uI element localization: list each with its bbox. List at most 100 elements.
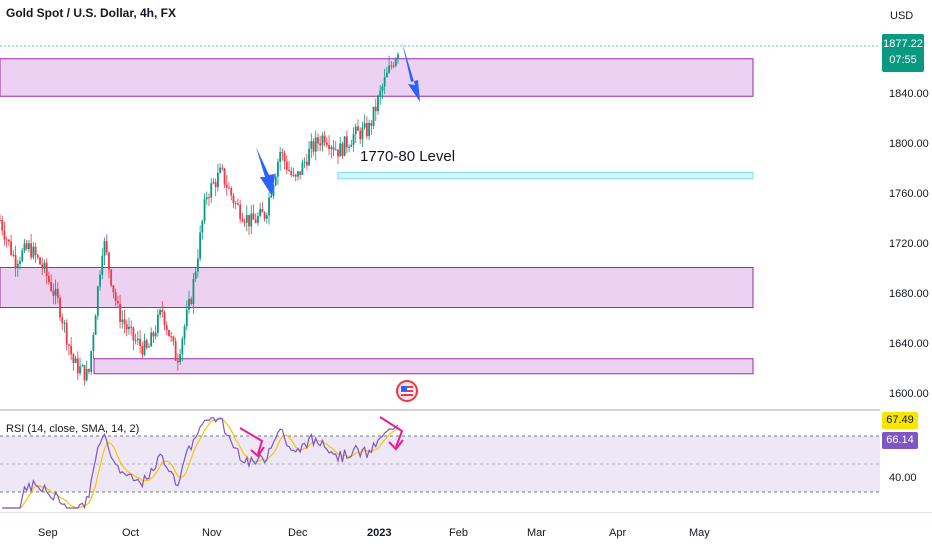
candle <box>348 144 350 153</box>
candle <box>68 343 70 356</box>
candle <box>274 173 277 187</box>
candle <box>90 350 93 376</box>
level-zone[interactable] <box>337 172 754 180</box>
candle <box>61 313 64 330</box>
candle <box>148 343 150 348</box>
candle <box>272 183 275 200</box>
candle <box>34 242 37 263</box>
candle <box>230 186 233 201</box>
candle <box>92 331 95 360</box>
candle <box>128 317 130 335</box>
candle <box>294 173 297 182</box>
supply-demand-zone[interactable] <box>93 358 754 375</box>
candle <box>212 178 215 185</box>
candle <box>265 212 268 224</box>
candle <box>279 146 282 171</box>
candle <box>210 178 213 203</box>
rsi-value-tag: 67.49 <box>882 412 918 429</box>
candle <box>161 301 164 318</box>
candle <box>394 57 397 68</box>
time-axis-border <box>0 512 932 513</box>
candle <box>339 136 342 157</box>
candle <box>145 338 148 350</box>
price-tick-label: 1800.00 <box>889 138 929 150</box>
candle <box>308 141 310 167</box>
candle <box>143 333 146 357</box>
candle <box>1 215 4 236</box>
candle <box>314 130 317 161</box>
chart-title: Gold Spot / U.S. Dollar, 4h, FX <box>6 6 177 20</box>
candle <box>52 283 55 305</box>
candle <box>321 132 324 152</box>
candle <box>190 296 193 306</box>
candle <box>48 271 50 285</box>
candle <box>234 200 237 210</box>
candle <box>96 285 99 320</box>
candle <box>5 236 8 248</box>
candle <box>83 365 86 386</box>
candle <box>74 355 77 364</box>
supply-demand-zone[interactable] <box>0 267 754 308</box>
candle <box>370 119 373 136</box>
candle <box>379 85 382 105</box>
economic-event-icon[interactable] <box>396 380 418 402</box>
time-axis-label: Apr <box>609 527 627 539</box>
price-chart[interactable] <box>0 0 880 409</box>
candle <box>365 116 368 140</box>
candle <box>374 98 377 121</box>
candle <box>397 51 399 64</box>
candle <box>163 310 166 331</box>
supply-demand-zone[interactable] <box>0 58 754 97</box>
last-price-value: 1877.22 <box>883 38 923 50</box>
candle <box>350 139 353 148</box>
candle <box>281 148 284 161</box>
candle <box>25 239 28 251</box>
candle <box>136 330 139 346</box>
time-axis-label: May <box>689 527 710 539</box>
candle <box>159 308 161 319</box>
candle <box>385 66 388 78</box>
candle <box>45 258 48 285</box>
candle <box>156 308 159 337</box>
candle <box>388 55 391 74</box>
candle <box>201 219 204 240</box>
candle <box>337 149 339 164</box>
candle <box>185 300 188 331</box>
candle <box>317 133 319 152</box>
candle <box>192 272 195 314</box>
candle <box>363 114 366 130</box>
candle <box>343 136 346 157</box>
rsi-chart[interactable] <box>0 411 880 511</box>
candle <box>110 268 113 288</box>
candle <box>214 178 217 197</box>
candle <box>254 213 257 224</box>
candle <box>225 174 228 196</box>
candle <box>392 62 395 69</box>
down-arrow-icon <box>402 42 420 102</box>
candle <box>59 294 61 322</box>
rsi-line <box>2 417 399 510</box>
candle <box>383 68 386 94</box>
candle <box>323 131 326 147</box>
time-axis-label: Sep <box>38 527 58 539</box>
candle <box>76 351 79 381</box>
candle <box>183 324 186 346</box>
rsi-arrow-icon <box>379 416 404 451</box>
candle <box>152 330 155 343</box>
candle <box>165 321 168 336</box>
candle <box>32 241 35 260</box>
candle <box>116 295 119 308</box>
candle <box>105 234 108 256</box>
candle <box>216 163 219 192</box>
candle <box>219 163 222 174</box>
candle <box>23 238 26 253</box>
pane-divider[interactable] <box>0 409 880 411</box>
candle <box>250 204 253 234</box>
candle <box>112 285 115 299</box>
candle <box>319 135 322 152</box>
rsi-legend[interactable]: RSI (14, close, SMA, 14, 2) <box>6 423 140 435</box>
candle <box>99 270 101 291</box>
candle <box>390 61 393 70</box>
candle <box>125 319 128 337</box>
candle <box>21 247 24 263</box>
